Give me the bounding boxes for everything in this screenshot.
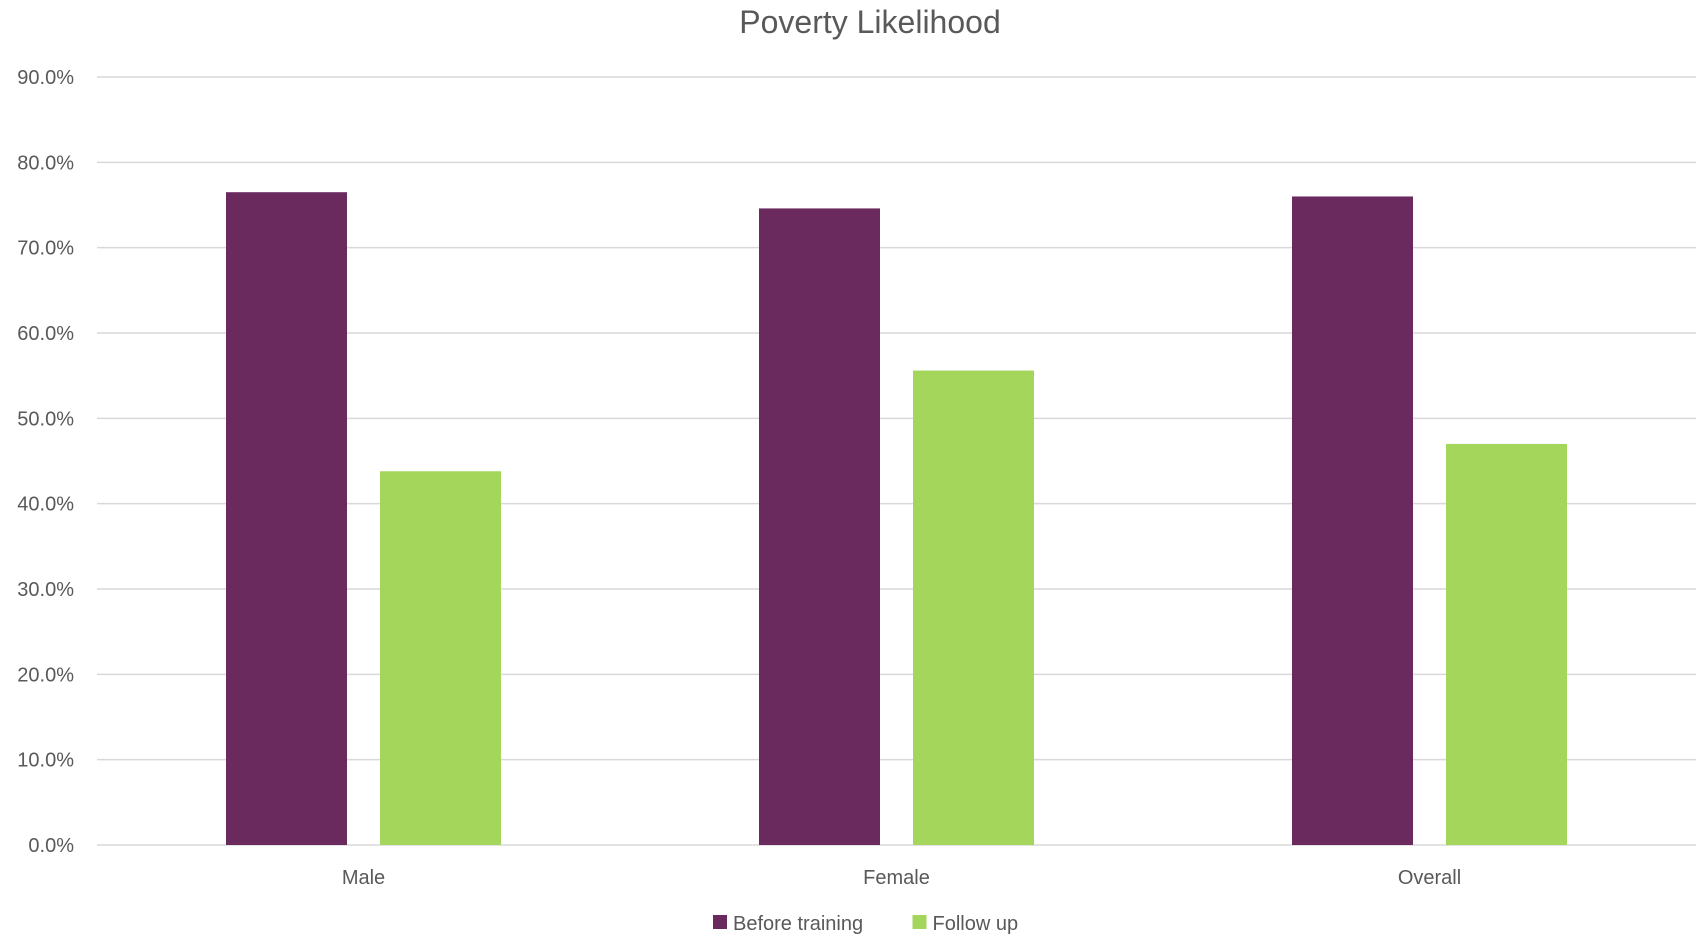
bar-before-training-female bbox=[759, 208, 880, 845]
legend-label: Follow up bbox=[933, 913, 1019, 935]
bar-before-training-male bbox=[226, 192, 347, 845]
y-tick-label: 0.0% bbox=[28, 835, 74, 857]
bar-before-training-overall bbox=[1292, 196, 1413, 845]
y-tick-label: 40.0% bbox=[17, 494, 74, 516]
legend-label: Before training bbox=[733, 913, 863, 935]
y-tick-label: 30.0% bbox=[17, 579, 74, 601]
y-tick-label: 60.0% bbox=[17, 323, 74, 345]
bar-follow-up-male bbox=[380, 471, 501, 845]
y-tick-label: 20.0% bbox=[17, 664, 74, 686]
y-tick-label: 80.0% bbox=[17, 152, 74, 174]
x-tick-label: Overall bbox=[1398, 867, 1461, 889]
y-tick-label: 10.0% bbox=[17, 750, 74, 772]
chart-title: Poverty Likelihood bbox=[739, 4, 1000, 40]
x-tick-label: Male bbox=[342, 867, 385, 889]
legend-swatch bbox=[912, 915, 927, 929]
y-axis: 0.0% 10.0% 20.0% 30.0% 40.0% 50.0% 60.0% 70.0% 8… bbox=[17, 67, 74, 857]
y-tick-label: 50.0% bbox=[17, 408, 74, 430]
legend: Before training Follow up bbox=[713, 913, 1018, 935]
x-tick-label: Female bbox=[863, 867, 930, 889]
y-tick-label: 90.0% bbox=[17, 67, 74, 89]
bar-follow-up-female bbox=[913, 370, 1034, 845]
legend-swatch bbox=[713, 915, 727, 929]
gridlines bbox=[97, 76, 1696, 846]
bar-follow-up-overall bbox=[1446, 443, 1567, 845]
bars bbox=[226, 192, 1567, 845]
x-axis: Male Female Overall bbox=[342, 867, 1461, 889]
y-tick-label: 70.0% bbox=[17, 238, 74, 260]
